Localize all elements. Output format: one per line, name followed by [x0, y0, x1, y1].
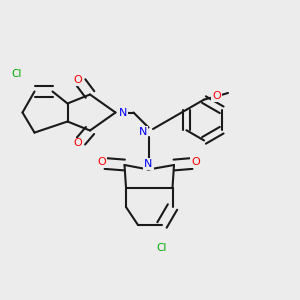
Text: N: N: [119, 107, 127, 118]
Text: N: N: [139, 127, 147, 137]
Text: O: O: [73, 75, 82, 85]
Text: Cl: Cl: [11, 69, 22, 80]
Text: N: N: [144, 159, 153, 169]
Text: O: O: [191, 157, 200, 167]
Text: O: O: [73, 138, 82, 148]
Text: O: O: [212, 91, 221, 101]
Text: Cl: Cl: [157, 243, 167, 253]
Text: O: O: [97, 157, 106, 167]
